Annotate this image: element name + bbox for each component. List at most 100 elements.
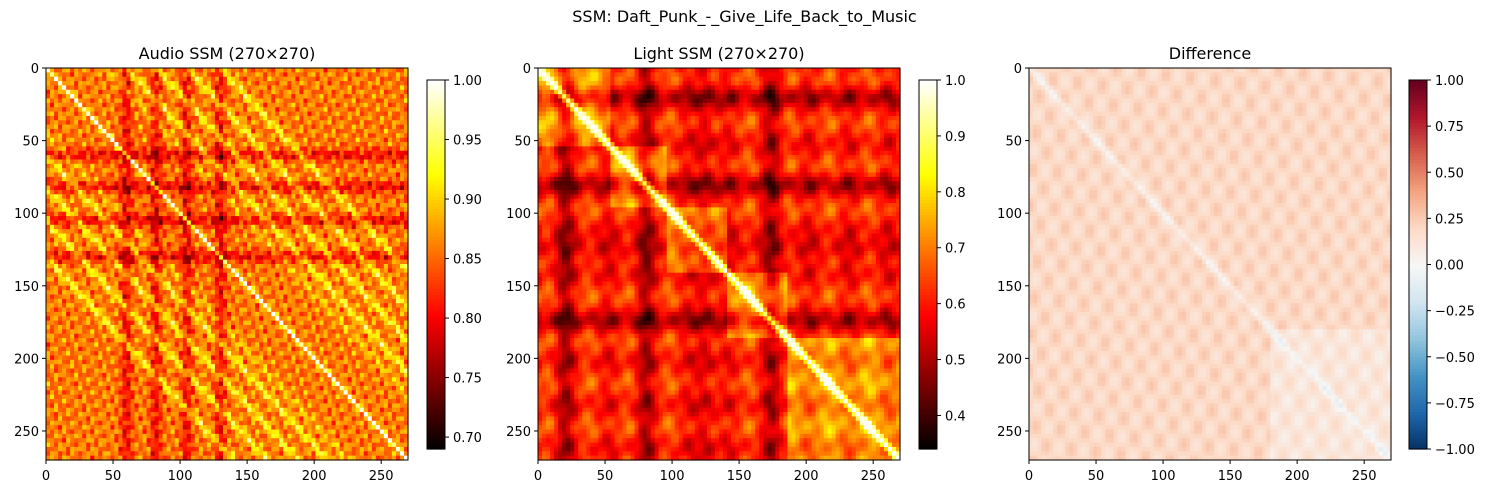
heatmap-cell bbox=[295, 207, 300, 212]
heatmap-cell bbox=[175, 112, 180, 117]
heatmap-cell bbox=[259, 286, 264, 291]
heatmap-cell bbox=[259, 85, 264, 90]
heatmap-cell bbox=[151, 103, 156, 108]
heatmap-cell bbox=[187, 181, 192, 186]
heatmap-cell bbox=[159, 116, 164, 121]
heatmap-cell bbox=[147, 72, 152, 77]
heatmap-cell bbox=[360, 277, 365, 282]
heatmap-cell bbox=[207, 251, 212, 256]
heatmap-cell bbox=[211, 103, 216, 108]
heatmap-cell bbox=[183, 120, 188, 125]
heatmap-cell bbox=[239, 286, 244, 291]
heatmap-cell bbox=[320, 255, 325, 260]
heatmap-cell bbox=[179, 129, 184, 134]
heatmap-cell bbox=[70, 125, 75, 130]
heatmap-cell bbox=[255, 120, 260, 125]
heatmap-cell bbox=[179, 125, 184, 130]
heatmap-cell bbox=[126, 299, 131, 304]
heatmap-cell bbox=[114, 112, 119, 117]
heatmap-cell bbox=[74, 107, 79, 112]
heatmap-cell bbox=[360, 281, 365, 286]
heatmap-cell bbox=[307, 112, 312, 117]
heatmap-cell bbox=[167, 112, 172, 117]
heatmap-cell bbox=[376, 116, 381, 121]
heatmap-cell bbox=[279, 68, 284, 73]
heatmap-cell bbox=[231, 290, 236, 295]
heatmap-cell bbox=[344, 281, 349, 286]
heatmap-cell bbox=[203, 234, 208, 239]
heatmap-cell bbox=[74, 98, 79, 103]
heatmap-cell bbox=[227, 125, 232, 130]
heatmap-cell bbox=[279, 281, 284, 286]
heatmap-cell bbox=[143, 216, 148, 221]
heatmap-cell bbox=[311, 138, 316, 143]
heatmap-cell bbox=[126, 164, 131, 169]
heatmap-cell bbox=[400, 146, 405, 151]
heatmap-cell bbox=[66, 112, 71, 117]
heatmap-cell bbox=[110, 168, 115, 173]
heatmap-cell bbox=[110, 216, 115, 221]
heatmap-cell bbox=[130, 255, 135, 260]
heatmap-cell bbox=[86, 77, 91, 82]
heatmap-cell bbox=[207, 142, 212, 147]
heatmap-cell bbox=[360, 273, 365, 278]
heatmap-cell bbox=[70, 81, 75, 86]
heatmap-cell bbox=[372, 177, 377, 182]
heatmap-cell bbox=[86, 242, 91, 247]
heatmap-cell bbox=[147, 260, 152, 265]
heatmap-cell bbox=[332, 190, 337, 195]
heatmap-cell bbox=[58, 286, 63, 291]
heatmap-cell bbox=[372, 186, 377, 191]
heatmap-cell bbox=[175, 146, 180, 151]
heatmap-cell bbox=[320, 234, 325, 239]
heatmap-cell bbox=[348, 190, 353, 195]
heatmap-cell bbox=[70, 286, 75, 291]
heatmap-cell bbox=[102, 286, 107, 291]
heatmap-cell bbox=[348, 68, 353, 73]
heatmap-cell bbox=[62, 220, 67, 225]
heatmap-cell bbox=[227, 81, 232, 86]
heatmap-cell bbox=[110, 142, 115, 147]
heatmap-cell bbox=[78, 220, 83, 225]
heatmap-cell bbox=[303, 159, 308, 164]
heatmap-cell bbox=[118, 273, 123, 278]
heatmap-cell bbox=[122, 260, 127, 265]
heatmap-cell bbox=[291, 129, 296, 134]
heatmap-cell bbox=[287, 286, 292, 291]
heatmap-cell bbox=[247, 216, 252, 221]
heatmap-cell bbox=[364, 159, 369, 164]
heatmap-cell bbox=[227, 290, 232, 295]
heatmap-cell bbox=[126, 238, 131, 243]
heatmap-cell bbox=[356, 116, 361, 121]
heatmap-cell bbox=[167, 260, 172, 265]
heatmap-cell bbox=[372, 138, 377, 143]
heatmap-cell bbox=[223, 90, 228, 95]
heatmap-cell bbox=[243, 247, 248, 252]
heatmap-cell bbox=[235, 146, 240, 151]
heatmap-cell bbox=[219, 151, 224, 156]
heatmap-cell bbox=[227, 225, 232, 230]
heatmap-cell bbox=[62, 286, 67, 291]
heatmap-cell bbox=[291, 77, 296, 82]
heatmap-cell bbox=[340, 281, 345, 286]
heatmap-cell bbox=[384, 177, 389, 182]
heatmap-cell bbox=[110, 72, 115, 77]
heatmap-cell bbox=[227, 242, 232, 247]
heatmap-cell bbox=[191, 72, 196, 77]
heatmap-cell bbox=[400, 264, 405, 269]
heatmap-cell bbox=[139, 234, 144, 239]
heatmap-cell bbox=[195, 85, 200, 90]
heatmap-cell bbox=[215, 281, 220, 286]
heatmap-cell bbox=[134, 277, 139, 282]
heatmap-cell bbox=[215, 294, 220, 299]
heatmap-cell bbox=[147, 186, 152, 191]
heatmap-cell bbox=[384, 294, 389, 299]
heatmap-cell bbox=[147, 133, 152, 138]
heatmap-cell bbox=[271, 146, 276, 151]
heatmap-cell bbox=[235, 168, 240, 173]
heatmap-cell bbox=[98, 120, 103, 125]
heatmap-cell bbox=[147, 212, 152, 217]
heatmap-cell bbox=[295, 142, 300, 147]
heatmap-cell bbox=[199, 112, 204, 117]
heatmap-cell bbox=[114, 277, 119, 282]
